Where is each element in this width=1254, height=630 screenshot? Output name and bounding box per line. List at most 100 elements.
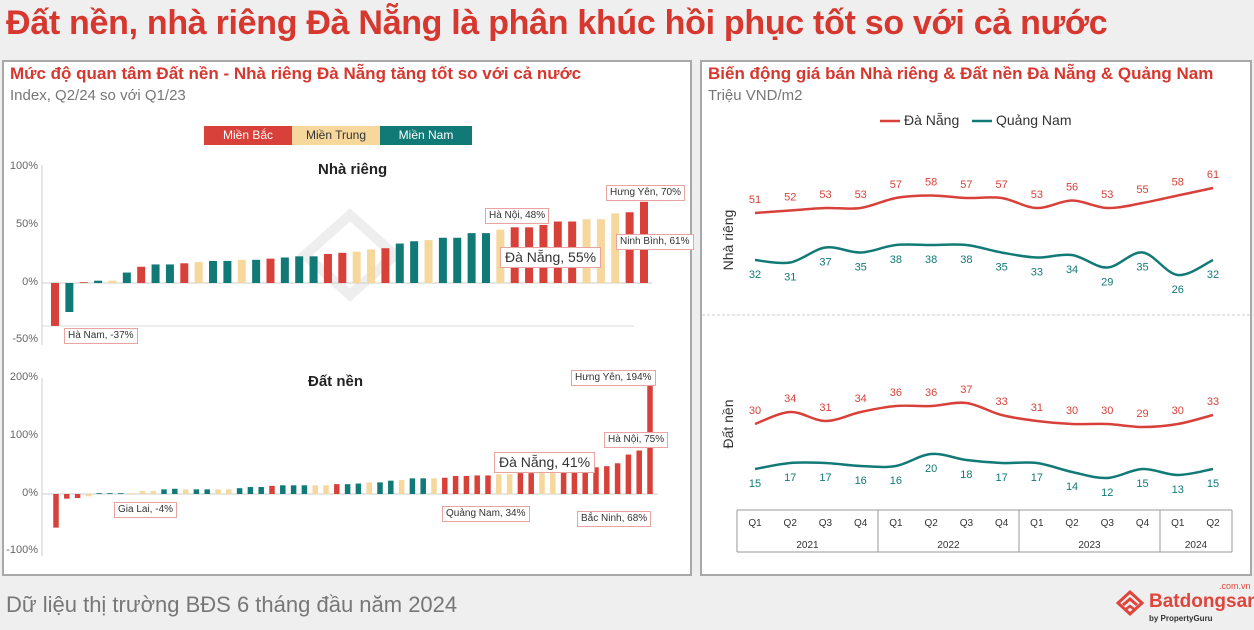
data-label: 29 [1101,277,1113,289]
annotation-ha-nam: Hà Nam, -37% [64,328,138,344]
data-label: 61 [1207,169,1219,181]
x-tick-quarter: Q2 [1065,518,1079,529]
bar [517,473,524,494]
bar [366,482,372,494]
bar [611,213,620,283]
data-label: 33 [1207,396,1219,408]
y-tick: 50% [15,218,38,230]
x-tick-year: 2022 [937,540,960,551]
bar [51,283,59,326]
data-label: 30 [1066,405,1078,417]
y-axis-label-dat-nen: Đất nền [720,399,736,449]
data-label: 37 [960,384,972,396]
y-tick: 0% [22,276,38,288]
bar [367,249,376,283]
bar [410,241,419,283]
bar [485,475,491,494]
bar [118,493,124,494]
x-tick-quarter: Q2 [924,518,938,529]
bar [258,487,264,494]
data-label: 36 [925,387,937,399]
bar [193,489,200,494]
bar [236,488,243,494]
bar [215,489,221,494]
annotation-da-nang: Đà Nẵng, 55% [500,247,602,268]
bar [636,450,642,494]
bar [593,467,599,494]
bar [237,259,246,283]
annotation-bac-ninh: Bắc Ninh, 68% [577,511,652,527]
bar [226,489,232,494]
bar [453,237,462,283]
series-line [754,401,1214,429]
bar [94,280,103,283]
data-label: 38 [925,254,937,266]
bar [180,263,189,283]
bar [323,485,329,494]
data-label: 53 [1101,189,1113,201]
bar [85,494,92,497]
footer-text: Dữ liệu thị trường BĐS 6 tháng đầu năm 2… [6,592,458,617]
bar [506,474,513,494]
x-tick-quarter: Q2 [783,518,797,529]
bar [338,252,347,283]
x-tick-year: 2023 [1078,540,1101,551]
data-label: 53 [819,189,831,201]
bar [539,471,545,494]
chart-title-dat-nen: Đất nền [308,373,364,390]
bar [96,493,102,494]
x-tick-quarter: Q4 [994,518,1009,529]
annotation-quang-nam: Quảng Nam, 34% [442,506,530,522]
right-panel-title: Biến động giá bán Nhà riêng & Đất nền Đà… [708,64,1214,83]
data-label: 31 [784,272,796,284]
bar [194,262,203,283]
data-label: 37 [819,257,831,269]
bar [150,491,156,494]
logo-house-icon [1115,589,1145,617]
bar [182,489,189,494]
data-label: 30 [1101,405,1113,417]
data-label: 31 [819,402,831,414]
bar [604,466,610,494]
bar [463,476,470,494]
bar [352,251,361,283]
bar [280,485,286,494]
bar [266,258,275,283]
legend-mien-nam: Miền Nam [380,126,472,145]
annotation-hung-yen: Hưng Yên, 194% [571,370,656,386]
bar [409,478,416,494]
bar [388,480,394,494]
data-label: 57 [890,179,902,191]
chart-title-nha-rieng: Nhà riêng [318,161,388,178]
bar [452,476,459,494]
x-tick-quarter: Q4 [1135,518,1150,529]
bar [474,475,480,494]
data-label: 58 [1172,177,1184,189]
bar [424,240,433,283]
data-label: 32 [749,269,761,281]
bar [301,485,308,494]
logo-domain: .com.vn [1219,581,1251,591]
series-line [754,452,1214,480]
bar [398,480,405,494]
legend-da-nang: Đà Nẵng [904,112,960,128]
bar [128,493,135,494]
main-title: Đất nền, nhà riêng Đà Nẵng là phân khúc … [6,4,1108,42]
right-panel [700,60,1252,576]
data-label: 15 [749,478,761,490]
data-label: 36 [890,387,902,399]
data-label: 34 [784,393,796,405]
bar [74,494,81,499]
data-label: 30 [749,405,761,417]
data-label: 15 [1136,478,1148,490]
data-label: 13 [1172,484,1184,496]
x-tick-quarter: Q1 [748,518,762,529]
bar [172,488,178,494]
annotation-ha-noi: Hà Nội, 75% [604,432,669,448]
x-tick-quarter: Q3 [1100,518,1114,529]
data-label: 17 [1031,472,1043,484]
series-line [754,243,1214,277]
data-label: 17 [995,472,1007,484]
data-label: 16 [855,475,867,487]
data-label: 16 [890,475,902,487]
